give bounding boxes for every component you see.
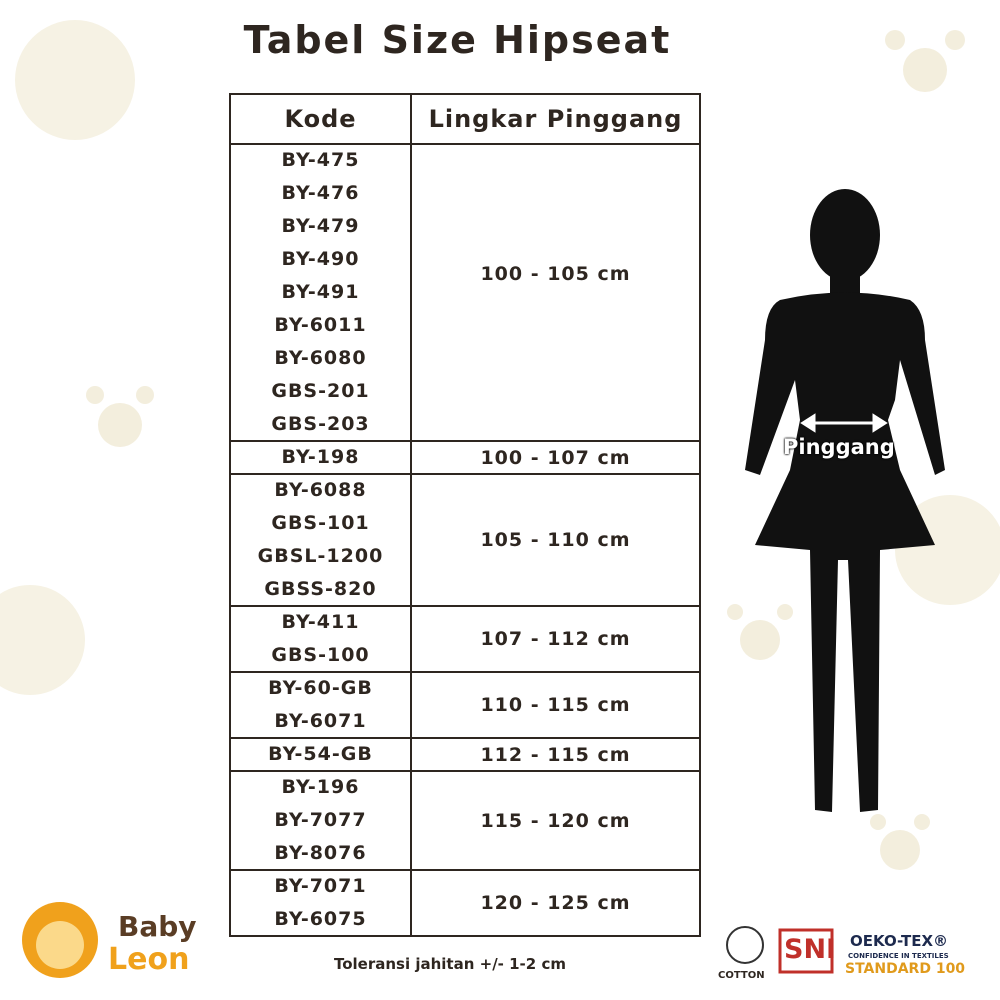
code: BY-6080 — [274, 347, 367, 369]
code: BY-479 — [281, 215, 360, 237]
size-cell: 110 - 115 cm — [410, 671, 701, 739]
code: BY-7077 — [274, 809, 367, 831]
oeko-standard: STANDARD 100 — [845, 961, 966, 977]
oeko-sub: CONFIDENCE IN TEXTILES — [848, 952, 949, 960]
size-cell: 100 - 105 cm — [410, 143, 701, 442]
size-cell: 100 - 107 cm — [410, 440, 701, 475]
size-cell: 120 - 125 cm — [410, 869, 701, 937]
title: Tabel Size Hipseat — [243, 18, 672, 62]
code-cell: BY-60-GB BY-6071 — [229, 671, 412, 739]
code: GBS-100 — [271, 644, 370, 666]
waist-arrow — [800, 413, 888, 433]
code: BY-6088 — [274, 479, 367, 501]
code-cell: BY-196 BY-7077 BY-8076 — [229, 770, 412, 871]
code: GBSL-1200 — [257, 545, 384, 567]
size-cell: 105 - 110 cm — [410, 473, 701, 607]
code: BY-6011 — [274, 314, 367, 336]
code: BY-490 — [281, 248, 360, 270]
tolerance-note: Toleransi jahitan +/- 1-2 cm — [334, 955, 566, 973]
code: BY-475 — [281, 149, 360, 171]
code: GBSS-820 — [264, 578, 377, 600]
code-cell: BY-54-GB — [229, 737, 412, 772]
code: GBS-203 — [271, 413, 370, 435]
waist-label: Pinggang — [783, 435, 895, 459]
code: BY-198 — [281, 446, 360, 468]
size-cell: 107 - 112 cm — [410, 605, 701, 673]
sni-box — [778, 928, 834, 974]
size-cell: 112 - 115 cm — [410, 737, 701, 772]
silhouette — [745, 189, 945, 812]
code: BY-6071 — [274, 710, 367, 732]
code-cell: BY-198 — [229, 440, 412, 475]
code-cell: BY-475 BY-476 BY-479 BY-490 BY-491 BY-6011 BY-… — [229, 143, 412, 442]
code: BY-60-GB — [268, 677, 373, 699]
brand-logo — [22, 902, 98, 978]
oeko-title: OEKO-TEX® — [850, 932, 949, 950]
cotton-label: COTTON — [718, 970, 765, 981]
size-cell: 115 - 120 cm — [410, 770, 701, 871]
code: BY-54-GB — [268, 743, 373, 765]
code: BY-8076 — [274, 842, 367, 864]
column-header: Kode — [229, 93, 412, 145]
column-header: Lingkar Pinggang — [410, 93, 701, 145]
sni-label: SNI — [784, 934, 837, 965]
code: BY-476 — [281, 182, 360, 204]
code: GBS-101 — [271, 512, 370, 534]
brand-line1: Baby — [118, 910, 197, 943]
code: GBS-201 — [271, 380, 370, 402]
code: BY-196 — [281, 776, 360, 798]
code-cell: BY-411 GBS-100 — [229, 605, 412, 673]
code: BY-411 — [281, 611, 360, 633]
code: BY-491 — [281, 281, 360, 303]
code: BY-6075 — [274, 908, 367, 930]
cotton-icon — [726, 926, 764, 964]
code-cell: BY-6088 GBS-101 GBSL-1200 GBSS-820 — [229, 473, 412, 607]
code-cell: BY-7071 BY-6075 — [229, 869, 412, 937]
code: BY-7071 — [274, 875, 367, 897]
brand-line2: Leon — [108, 942, 190, 977]
